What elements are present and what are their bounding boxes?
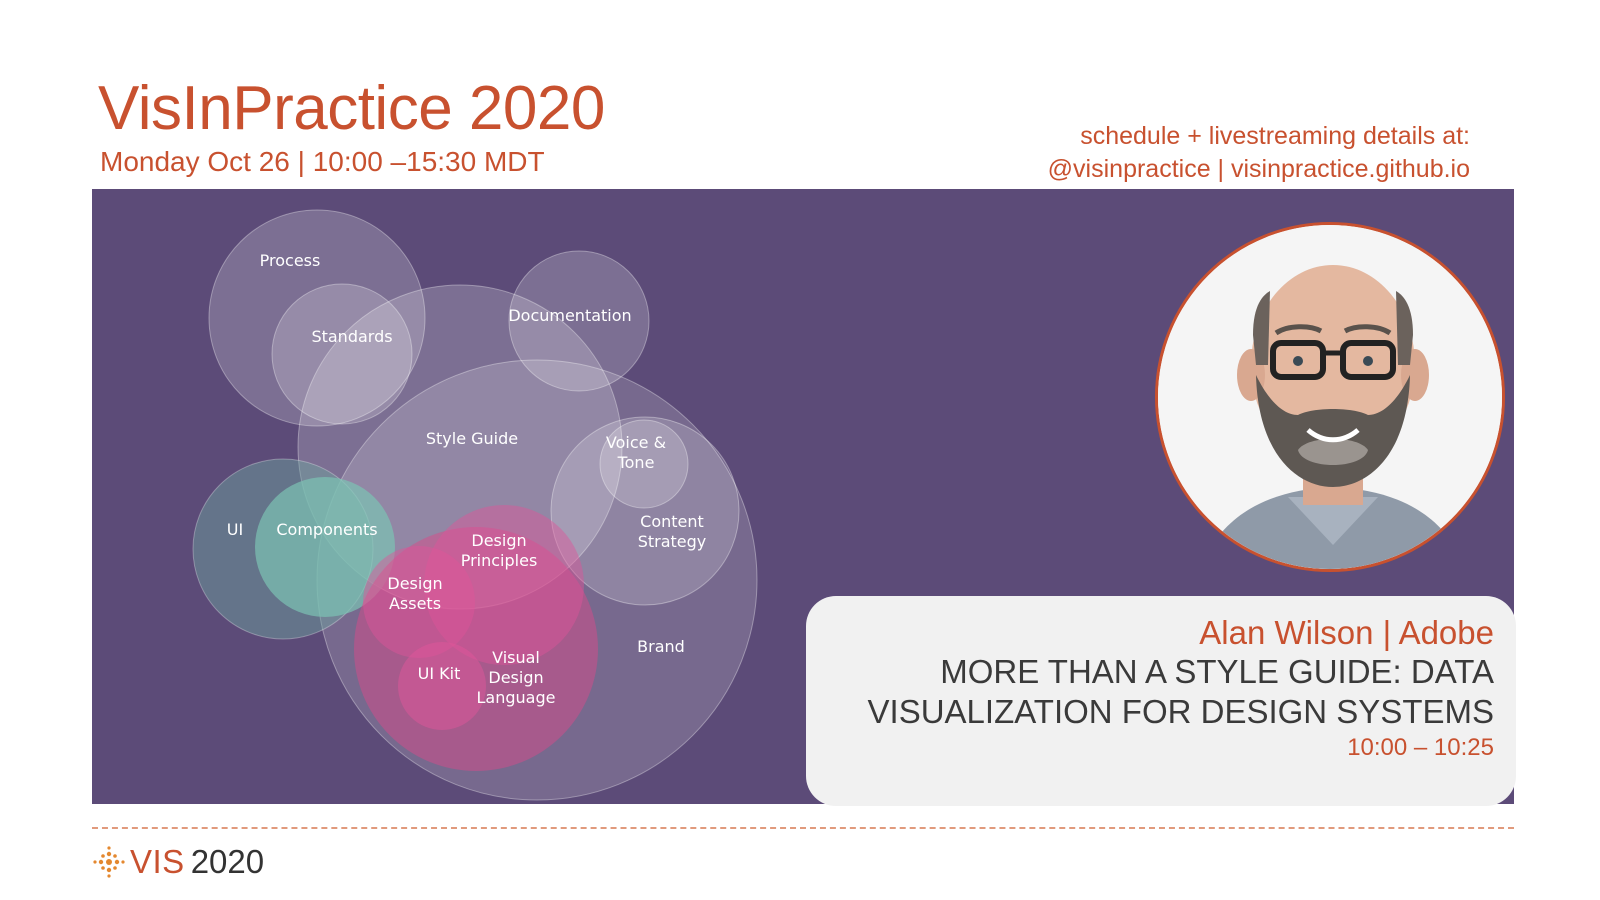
label-visual-design-language: Visual (492, 648, 540, 667)
venn-diagram: Process Standards Documentation Style Gu… (192, 209, 758, 801)
label-voice-tone: Tone (617, 453, 655, 472)
label-content-strategy: Content (640, 512, 704, 531)
label-standards: Standards (311, 327, 392, 346)
schedule-info: schedule + livestreaming details at: @vi… (1048, 120, 1470, 186)
label-design-principles: Principles (461, 551, 538, 570)
label-style-guide: Style Guide (426, 429, 518, 448)
schedule-info-line: schedule + livestreaming details at: (1080, 122, 1470, 150)
speaker-portrait-illustration (1158, 225, 1502, 569)
talk-card: Alan Wilson | Adobe MORE THAN A STYLE GU… (806, 596, 1516, 806)
talk-title-line: MORE THAN A STYLE GUIDE: DATA (940, 653, 1494, 690)
logo-vis-text: VIS (130, 843, 185, 880)
circle-design-principles (424, 505, 584, 665)
links-line: @visinpractice | visinpractice.github.io (1047, 155, 1470, 183)
circle-ui-kit (398, 642, 486, 730)
label-voice-tone: Voice & (606, 433, 666, 452)
label-components: Components (276, 520, 377, 539)
label-documentation: Documentation (508, 306, 631, 325)
speaker-photo (1155, 222, 1505, 572)
label-ui: UI (227, 520, 243, 539)
label-visual-design-language: Language (477, 688, 556, 707)
circle-process (208, 209, 426, 427)
label-design-assets: Assets (389, 594, 441, 613)
vis2020-logo: VIS 2020 (92, 842, 264, 882)
circle-standards (271, 283, 413, 425)
event-title: VisInPractice 2020 (98, 74, 605, 143)
circle-voice-tone (599, 419, 689, 509)
talk-title-line: VISUALIZATION FOR DESIGN SYSTEMS (867, 693, 1494, 730)
speaker-name: Alan Wilson | Adobe (1199, 614, 1494, 651)
vis-starburst-icon (93, 846, 125, 878)
logo-year-text: 2020 (190, 843, 265, 880)
label-design-principles: Design (471, 531, 526, 550)
label-ui-kit: UI Kit (418, 664, 461, 683)
circle-content-strategy (550, 416, 740, 606)
label-content-strategy: Strategy (638, 532, 707, 551)
circle-design-assets (363, 546, 475, 658)
label-visual-design-language: Design (488, 668, 543, 687)
circle-documentation (508, 250, 650, 392)
circle-components (255, 477, 395, 617)
label-process: Process (260, 251, 321, 270)
label-brand: Brand (637, 637, 685, 656)
footer-divider (92, 827, 1514, 829)
event-date: Monday Oct 26 | 10:00 –15:30 MDT (100, 146, 545, 177)
label-design-assets: Design (387, 574, 442, 593)
talk-time: 10:00 – 10:25 (1347, 734, 1494, 761)
